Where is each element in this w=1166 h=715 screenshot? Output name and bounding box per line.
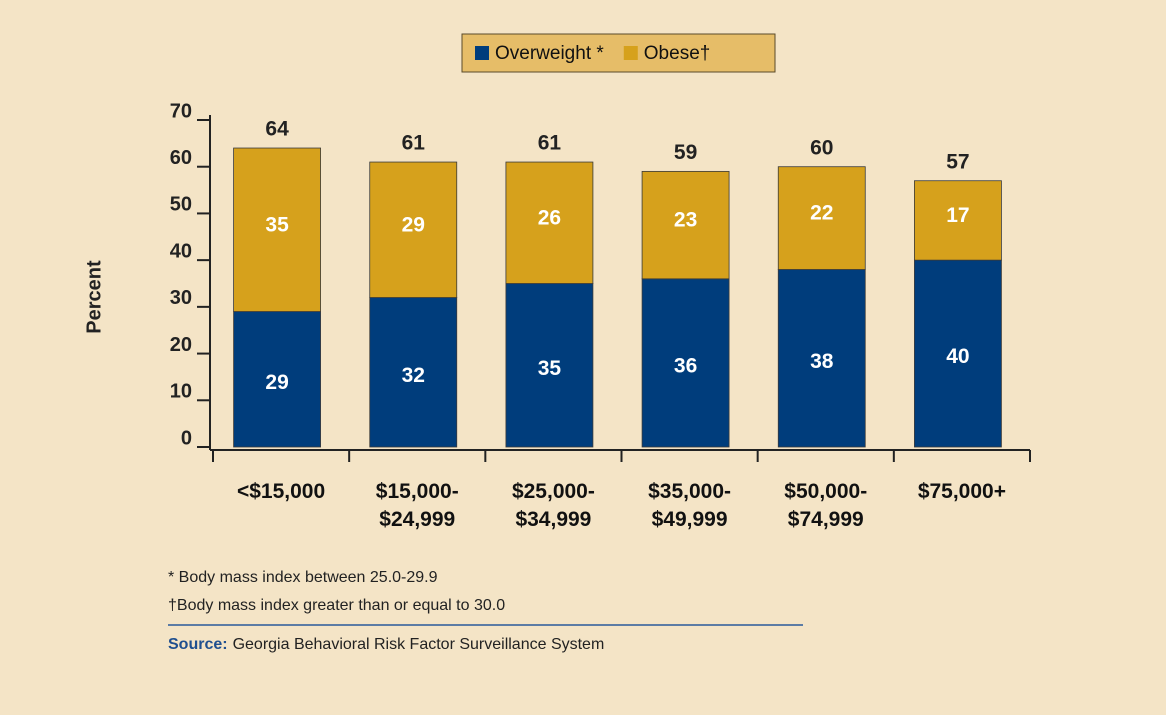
bar-segment xyxy=(914,259,1002,448)
total-label: 60 xyxy=(810,136,833,159)
value-label: 36 xyxy=(674,354,697,377)
x-tick-label-line: $24,999 xyxy=(379,508,455,531)
bar-segment xyxy=(505,161,594,284)
bar-segment xyxy=(233,311,321,448)
y-tick-label: 60 xyxy=(170,147,192,169)
y-tick-label: 30 xyxy=(170,287,192,309)
value-label: 26 xyxy=(538,206,561,229)
footnote: * Body mass index between 25.0-29.9 xyxy=(168,569,438,586)
bar-segment xyxy=(233,147,321,312)
total-label: 61 xyxy=(402,132,426,155)
x-tick-label: $75,000+ xyxy=(918,480,1006,503)
value-label: 35 xyxy=(538,357,562,380)
x-tick-label-line: $15,000- xyxy=(376,480,459,503)
y-tick-label: 0 xyxy=(181,427,192,449)
total-label: 57 xyxy=(946,150,969,173)
bar-segment xyxy=(777,269,866,448)
total-label: 64 xyxy=(265,118,289,141)
source: Source: Georgia Behavioral Risk Factor Su… xyxy=(168,636,604,653)
x-tick-label-line: $49,999 xyxy=(652,508,728,531)
x-tick-label: $35,000- $49,999 xyxy=(648,480,731,531)
bar-segment xyxy=(777,166,866,270)
x-tick-label: <$15,000 xyxy=(237,480,325,503)
legend-label: Overweight * xyxy=(495,43,604,64)
y-tick-label: 50 xyxy=(170,194,192,216)
x-tick-label: $15,000- $24,999 xyxy=(376,480,459,531)
x-tick-label: $50,000- $74,999 xyxy=(784,480,867,531)
x-tick-label-line: $25,000- xyxy=(512,480,595,503)
source-label: Source: xyxy=(168,636,228,653)
value-label: 35 xyxy=(265,213,289,236)
bar-segment xyxy=(369,161,458,298)
legend-swatch xyxy=(623,46,638,60)
bar-segment xyxy=(641,170,730,280)
y-tick-label: 20 xyxy=(170,334,192,356)
total-label: 59 xyxy=(674,141,697,164)
value-label: 17 xyxy=(946,204,969,227)
value-label: 40 xyxy=(946,345,969,368)
x-tick-label-line: <$15,000 xyxy=(237,480,325,503)
value-label: 38 xyxy=(810,350,834,373)
footnote: †Body mass index greater than or equal t… xyxy=(168,597,505,614)
x-tick-label-line: $35,000- xyxy=(648,480,731,503)
value-label: 29 xyxy=(265,371,288,394)
y-tick-label: 10 xyxy=(170,381,192,403)
x-tick-label: $25,000- $34,999 xyxy=(512,480,595,531)
x-tick-label-line: $34,999 xyxy=(515,508,591,531)
x-tick-label-line: $75,000+ xyxy=(918,480,1006,503)
x-tick-label-line: $74,999 xyxy=(788,508,864,531)
legend-label: Obese† xyxy=(644,43,711,64)
y-tick-label: 70 xyxy=(170,100,192,122)
y-axis-label: Percent xyxy=(83,260,105,334)
legend-swatch xyxy=(475,46,489,60)
bar-segment xyxy=(641,278,730,448)
value-label: 29 xyxy=(402,213,425,236)
value-label: 23 xyxy=(674,209,697,232)
total-label: 61 xyxy=(538,132,562,155)
legend-box xyxy=(461,33,776,73)
x-tick-label-line: $50,000- xyxy=(784,480,867,503)
value-label: 22 xyxy=(810,202,833,225)
y-tick-label: 40 xyxy=(170,240,192,262)
bar-segment xyxy=(914,180,1002,261)
source-text: Georgia Behavioral Risk Factor Surveilla… xyxy=(233,636,605,653)
value-label: 32 xyxy=(402,364,425,387)
bar-segment xyxy=(505,283,594,448)
